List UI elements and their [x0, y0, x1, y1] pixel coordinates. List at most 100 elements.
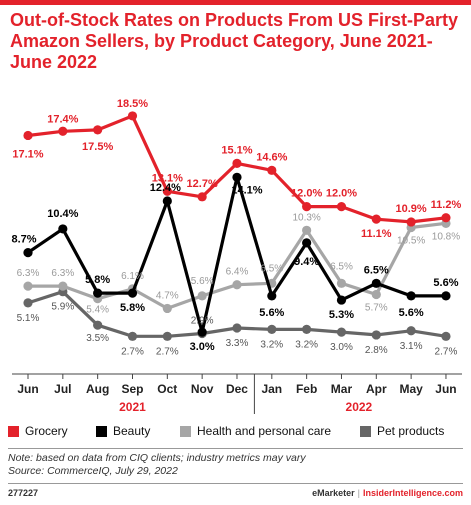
chart-title: Out-of-Stock Rates on Products From US F…	[10, 10, 459, 72]
point-beauty-6	[232, 172, 242, 182]
legend-item-health: Health and personal care	[180, 424, 331, 438]
point-health-1	[58, 281, 68, 291]
point-grocery-8	[302, 202, 312, 212]
series-line-grocery	[26, 114, 448, 224]
point-health-0	[23, 281, 33, 291]
point-beauty-8	[302, 238, 312, 248]
footer-brand: eMarketer | InsiderIntelligence.com	[312, 488, 463, 498]
point-pet-12	[441, 331, 451, 341]
data-label-beauty-6: 14.1%	[231, 184, 262, 196]
line-chart: Jun Jul Aug Sep Oct Nov Dec Jan Feb Mar Apr May Jun 2…	[11, 98, 462, 414]
data-label-beauty-10: 6.5%	[364, 264, 389, 276]
data-label-grocery-11: 10.9%	[396, 203, 427, 215]
source-text: Source: CommerceIQ, July 29, 2022	[8, 465, 178, 477]
data-label-grocery-4: 13.1%	[152, 172, 183, 184]
data-label-grocery-8: 12.0%	[291, 188, 322, 200]
data-label-health-6: 6.4%	[226, 267, 249, 278]
data-label-pet-3: 2.7%	[121, 346, 144, 357]
point-pet-11	[406, 326, 416, 336]
brand-separator: |	[357, 488, 360, 498]
data-label-pet-5: 2.9%	[191, 316, 214, 327]
x-tick-label-1: Jul	[54, 382, 71, 396]
point-health-5	[197, 291, 207, 301]
x-tick-label-7: Jan	[261, 382, 282, 396]
point-beauty-1	[58, 224, 68, 234]
point-pet-3	[127, 331, 138, 341]
data-label-pet-2: 3.5%	[86, 333, 109, 344]
point-beauty-11	[406, 291, 416, 301]
legend-label-pet: Pet products	[377, 424, 445, 438]
year-label-2021: 2021	[119, 400, 146, 414]
point-grocery-11	[406, 217, 416, 227]
x-tick-label-4: Oct	[157, 382, 177, 396]
point-grocery-3	[127, 111, 138, 121]
data-label-pet-4: 2.7%	[156, 346, 179, 357]
data-label-beauty-12: 5.6%	[433, 277, 458, 289]
data-label-beauty-8: 9.4%	[294, 256, 319, 268]
point-beauty-5	[197, 327, 207, 337]
legend-label-grocery: Grocery	[25, 424, 68, 438]
data-label-beauty-2: 5.8%	[85, 274, 110, 286]
point-beauty-12	[441, 291, 451, 301]
data-label-grocery-3: 18.5%	[117, 98, 148, 110]
note-divider	[8, 448, 463, 449]
data-label-health-3: 6.1%	[121, 271, 144, 282]
x-tick-label-6: Dec	[226, 382, 248, 396]
point-health-4	[162, 303, 172, 314]
data-label-health-10: 5.7%	[365, 302, 388, 313]
point-beauty-9	[336, 295, 347, 305]
x-tick-label-3: Sep	[121, 382, 143, 396]
point-grocery-6	[232, 158, 242, 168]
point-pet-7	[267, 324, 277, 334]
data-label-pet-6: 3.3%	[226, 338, 249, 349]
point-grocery-10	[371, 214, 381, 224]
data-label-beauty-4: 12.4%	[150, 182, 181, 194]
data-label-health-12: 10.8%	[432, 231, 460, 242]
data-label-grocery-6: 15.1%	[221, 144, 252, 156]
data-label-pet-9: 3.0%	[330, 342, 353, 353]
point-pet-10	[371, 330, 381, 340]
point-pet-2	[93, 320, 103, 330]
legend-item-grocery: Grocery	[8, 424, 68, 438]
data-label-pet-1: 5.9%	[51, 302, 74, 313]
note-text: Note: based on data from CIQ clients; in…	[8, 452, 306, 464]
x-tick-label-12: Jun	[435, 382, 456, 396]
point-beauty-2	[93, 288, 103, 298]
footer-divider	[8, 483, 463, 484]
x-tick-label-10: Apr	[366, 382, 387, 396]
brand-insider: InsiderIntelligence.com	[362, 488, 463, 498]
data-label-beauty-9: 5.3%	[329, 309, 354, 321]
data-label-health-5: 5.6%	[191, 276, 214, 287]
data-label-health-8: 10.3%	[292, 212, 320, 223]
point-health-10	[371, 289, 381, 300]
point-pet-9	[336, 327, 347, 337]
legend-swatch-grocery	[8, 425, 19, 437]
legend-swatch-pet	[360, 425, 371, 437]
data-label-pet-0: 5.1%	[17, 313, 40, 324]
data-label-pet-12: 2.7%	[435, 346, 458, 357]
data-label-health-0: 6.3%	[17, 268, 40, 279]
legend: Grocery Beauty Health and personal care …	[8, 424, 468, 442]
point-grocery-2	[93, 125, 103, 135]
data-label-health-2: 5.4%	[86, 305, 109, 316]
brand-emarketer: eMarketer	[312, 488, 355, 498]
point-grocery-1	[58, 126, 68, 136]
legend-label-beauty: Beauty	[113, 424, 151, 438]
point-beauty-4	[162, 196, 172, 206]
data-label-beauty-11: 5.6%	[399, 307, 424, 319]
chart-notes: Note: based on data from CIQ clients; in…	[8, 452, 463, 478]
point-health-6	[232, 280, 242, 290]
data-label-pet-11: 3.1%	[400, 341, 423, 352]
data-label-grocery-9: 12.0%	[326, 188, 357, 200]
point-pet-0	[23, 298, 33, 308]
point-grocery-12	[441, 213, 451, 223]
data-label-health-7: 6.5%	[260, 263, 283, 274]
point-beauty-7	[267, 291, 277, 301]
point-beauty-0	[23, 248, 33, 258]
point-pet-8	[302, 324, 312, 334]
point-beauty-10	[371, 278, 381, 288]
data-label-beauty-3: 5.8%	[120, 302, 145, 314]
x-tick-label-0: Jun	[17, 382, 38, 396]
data-label-grocery-0: 17.1%	[12, 148, 43, 160]
chart-id: 277227	[8, 488, 39, 498]
